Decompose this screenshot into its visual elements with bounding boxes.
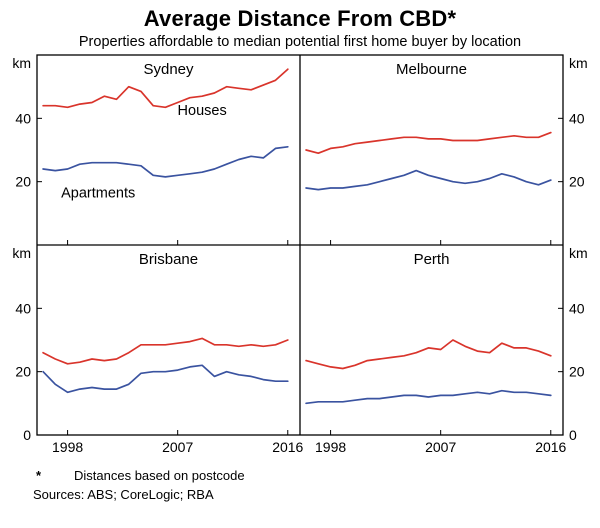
chart-subtitle: Properties affordable to median potentia… [78,34,522,50]
y-tick-label-right: 20 [569,364,585,380]
panel-title-melbourne: Melbourne [396,61,467,78]
melbourne-apartments-line [305,169,552,191]
y-tick-label-right: 20 [569,174,585,190]
panel-title-brisbane: Brisbane [139,251,198,268]
footnote: * Distances based on postcode [36,468,600,483]
unit-label-left: km [12,245,31,261]
y-tick-label-left: 0 [23,427,31,443]
footnote-text: Distances based on postcode [74,468,245,483]
unit-label-right: km [569,55,588,71]
sources-line: Sources: ABS; CoreLogic; RBA [33,487,214,502]
series-label-apartments: Apartments [61,186,135,202]
melbourne-houses-line [305,131,552,155]
y-tick-label-right: 40 [569,110,585,126]
y-tick-label-left: 20 [15,174,31,190]
x-tick-label: 1998 [52,439,83,455]
panel-title-perth: Perth [414,251,450,268]
sydney-houses-line [42,68,289,109]
x-tick-label: 2007 [162,439,193,455]
panel-title-sydney: Sydney [143,61,194,78]
y-tick-label-left: 40 [15,300,31,316]
series-label-houses: Houses [178,103,227,119]
four-panel-line-chart: Houses Apartments Sydney Melbourne Brisbane P… [12,54,588,455]
y-tick-label-left: 40 [15,110,31,126]
sydney-apartments-line [42,145,289,178]
y-tick-label-right: 40 [569,300,585,316]
unit-label-right: km [569,245,588,261]
x-tick-label: 1998 [315,439,346,455]
chart-title: Average Distance From CBD* [143,6,457,31]
brisbane-apartments-line [42,364,289,394]
perth-apartments-line [305,389,552,405]
x-tick-label: 2007 [425,439,456,455]
y-tick-label-left: 20 [15,364,31,380]
chart-area: Houses Apartments Sydney Melbourne Brisbane P… [0,52,600,462]
footnote-marker: * [36,468,42,483]
x-tick-label: 2016 [535,439,566,455]
perth-houses-line [305,339,552,370]
y-tick-label-right: 0 [569,427,577,443]
brisbane-houses-line [42,337,289,365]
unit-label-left: km [12,55,31,71]
x-tick-label: 2016 [272,439,303,455]
